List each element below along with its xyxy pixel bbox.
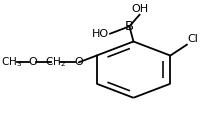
Text: HO: HO [92,29,109,39]
Text: O: O [28,57,37,67]
Text: OH: OH [131,4,148,14]
Text: Cl: Cl [188,34,199,44]
Text: CH$_2$: CH$_2$ [45,55,66,69]
Text: B: B [125,20,134,33]
Text: O: O [75,57,83,67]
Text: CH$_3$: CH$_3$ [2,55,23,69]
